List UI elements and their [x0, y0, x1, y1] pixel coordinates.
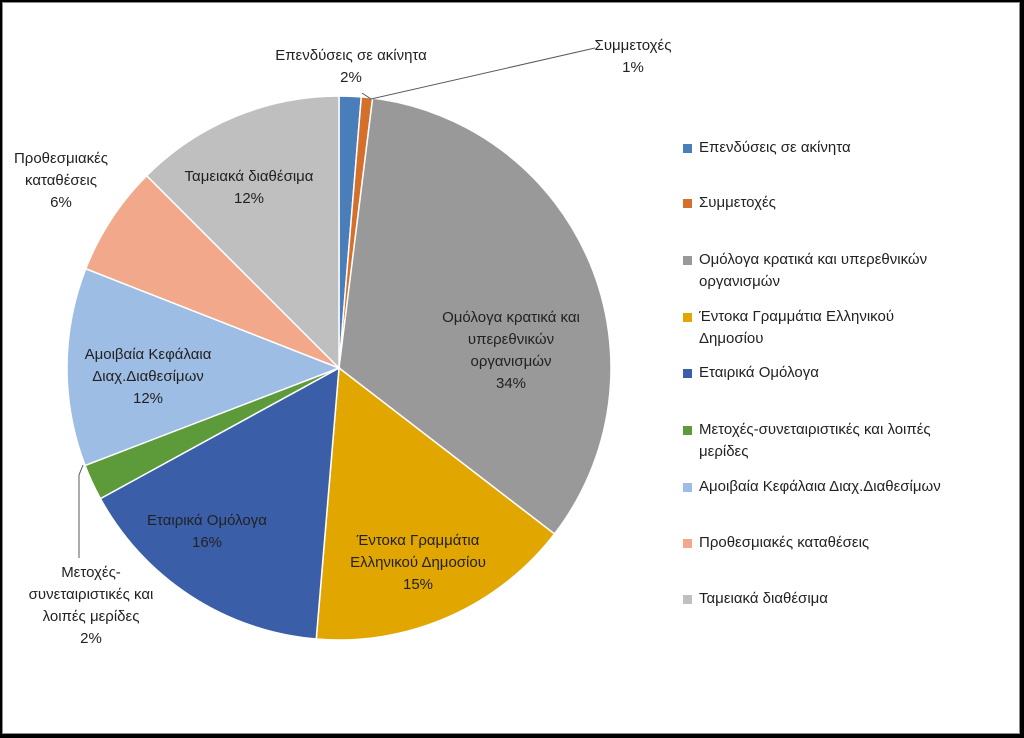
legend-swatch	[683, 369, 692, 378]
data-label-text: Ελληνικού Δημοσίου	[350, 554, 486, 571]
pie-slice	[145, 95, 340, 370]
data-label-text: Προθεσμιακές	[13, 150, 109, 167]
legend-item: Έντοκα Γραμμάτια Ελληνικού Δημοσίου	[683, 306, 1018, 350]
data-label: Εταιρικά Ομόλογα 16%	[147, 510, 267, 554]
legend-label: οργανισμών	[699, 273, 780, 290]
data-label-text: Συμμετοχές	[594, 37, 672, 54]
pie-slice	[315, 366, 556, 641]
pie-slice	[84, 174, 340, 369]
legend-label: Αμοιβαία Κεφάλαια Διαχ.Διαθεσίμων	[699, 478, 941, 495]
data-label-percent: 1%	[622, 59, 644, 76]
data-label-text: Έντοκα Γραμμάτια	[356, 532, 480, 549]
data-label: Ομόλογα κρατικά και υπερεθνικών οργανισμών…	[442, 307, 580, 395]
legend-item: Αμοιβαία Κεφάλαια Διαχ.Διαθεσίμων	[683, 476, 1018, 498]
pie-slice	[66, 267, 342, 467]
data-label-percent: 2%	[340, 69, 362, 86]
legend-swatch	[683, 426, 692, 435]
legend-item: Προθεσμιακές καταθέσεις	[683, 532, 1018, 554]
legend-item: Επενδύσεις σε ακίνητα	[683, 137, 1018, 159]
legend: Επενδύσεις σε ακίνητα Συμμετοχές Ομόλογα κ…	[683, 3, 1023, 733]
legend-swatch	[683, 199, 692, 208]
data-label: Αμοιβαία Κεφάλαια Διαχ.Διαθεσίμων 12%	[85, 344, 212, 410]
legend-item: Μετοχές-συνεταιριστικές και λοιπές μερίδε…	[683, 419, 1018, 463]
legend-swatch	[683, 483, 692, 492]
data-label: Έντοκα Γραμμάτια Ελληνικού Δημοσίου 15%	[350, 530, 486, 596]
legend-label: Μετοχές-συνεταιριστικές και λοιπές	[699, 421, 931, 438]
data-label-percent: 6%	[50, 194, 72, 211]
data-label: Επενδύσεις σε ακίνητα 2%	[275, 45, 427, 89]
data-label-text: λοιπές μερίδες	[42, 608, 140, 625]
data-label-text: υπερεθνικών	[467, 331, 555, 348]
pie-slice	[338, 97, 612, 536]
legend-label: Συμμετοχές	[699, 194, 776, 211]
leader-line	[361, 47, 596, 100]
data-label-text: Αμοιβαία Κεφάλαια	[84, 346, 212, 363]
legend-swatch	[683, 313, 692, 322]
data-label: Συμμετοχές 1%	[595, 35, 672, 79]
data-label-percent: 16%	[191, 534, 223, 551]
legend-item: Συμμετοχές	[683, 192, 1018, 214]
data-label-text: καταθέσεις	[25, 172, 97, 189]
data-label-percent: 34%	[495, 375, 527, 392]
legend-item: Εταιρικά Ομόλογα	[683, 362, 1018, 384]
legend-label: Προθεσμιακές καταθέσεις	[699, 534, 870, 551]
legend-label: Εταιρικά Ομόλογα	[699, 364, 819, 381]
legend-swatch	[683, 595, 692, 604]
data-label-text: Ταμειακά διαθέσιμα	[184, 168, 314, 185]
data-label: Προθεσμιακές καταθέσεις 6%	[14, 148, 108, 214]
data-label-text: Επενδύσεις σε ακίνητα	[275, 47, 427, 64]
data-label-text: Διαχ.Διαθεσίμων	[92, 368, 204, 385]
pie-slice	[99, 366, 340, 640]
legend-item: Ταμειακά διαθέσιμα	[683, 588, 1018, 610]
data-label-percent: 12%	[233, 190, 265, 207]
legend-swatch	[683, 144, 692, 153]
legend-item: Ομόλογα κρατικά και υπερεθνικών οργανισμώ…	[683, 249, 1018, 293]
data-label-text: Εταιρικά Ομόλογα	[147, 512, 267, 529]
data-label-text: Μετοχές-	[61, 564, 121, 581]
legend-label: μερίδες	[699, 443, 749, 460]
legend-swatch	[683, 256, 692, 265]
legend-swatch	[683, 539, 692, 548]
data-label-text: οργανισμών	[470, 353, 552, 370]
data-label: Μετοχές-συνεταιριστικές και λοιπές μερίδε…	[29, 562, 154, 650]
pie-chart	[66, 47, 612, 641]
leader-line	[78, 464, 84, 558]
data-label-percent: 2%	[80, 630, 102, 647]
data-label-percent: 15%	[402, 576, 434, 593]
data-label-text: συνεταιριστικές και	[28, 586, 154, 603]
legend-label: Επενδύσεις σε ακίνητα	[699, 139, 851, 156]
data-label-text: Ομόλογα κρατικά και	[442, 309, 580, 326]
data-label-percent: 12%	[132, 390, 164, 407]
legend-label: Δημοσίου	[699, 330, 764, 347]
legend-label: Ομόλογα κρατικά και υπερεθνικών	[699, 251, 928, 268]
data-label: Ταμειακά διαθέσιμα 12%	[185, 166, 314, 210]
legend-label: Ταμειακά διαθέσιμα	[699, 590, 828, 607]
legend-label: Έντοκα Γραμμάτια Ελληνικού	[699, 308, 895, 325]
